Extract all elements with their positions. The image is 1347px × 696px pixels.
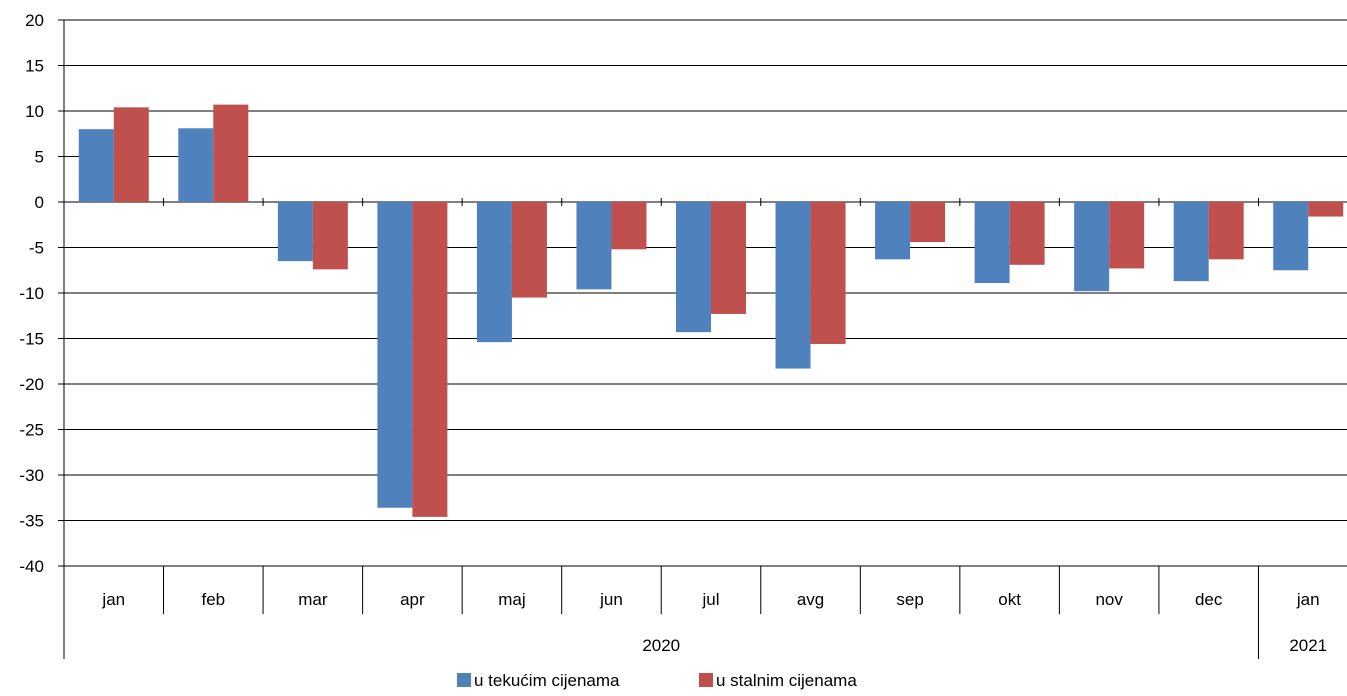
bar-current <box>178 128 214 202</box>
x-tick-label: jan <box>1296 590 1320 609</box>
legend-swatch-constant <box>699 673 713 687</box>
y-tick-label: -30 <box>19 466 44 485</box>
x-tick-label: apr <box>400 590 425 609</box>
x-tick-label: okt <box>998 590 1021 609</box>
bar-constant <box>213 104 249 202</box>
bar-current <box>974 202 1010 283</box>
x-tick-label: jun <box>599 590 623 609</box>
bar-constant <box>113 107 149 202</box>
bar-constant <box>810 202 846 344</box>
axes <box>63 20 1259 659</box>
bars <box>78 104 1344 517</box>
x-tick-label: mar <box>298 590 328 609</box>
labels: 20 15 10 5 0 -5 -10 -15 -20 -25 -30 -35 -40 jan feb mar… <box>19 11 1327 655</box>
y-tick-label: 5 <box>35 148 44 167</box>
y-tick-label: -35 <box>19 512 44 531</box>
y-tick-label: -20 <box>19 375 44 394</box>
x-tick-label: sep <box>896 590 923 609</box>
bar-current <box>476 202 512 343</box>
y-tick-label: 15 <box>25 57 44 76</box>
bar-current <box>78 129 114 202</box>
bar-current <box>377 202 413 508</box>
bar-constant <box>1208 202 1244 260</box>
bar-current <box>1173 202 1209 282</box>
y-tick-label: -10 <box>19 284 44 303</box>
x-tick-label: dec <box>1195 590 1223 609</box>
x-tick-label: jul <box>701 590 719 609</box>
y-tick-label: 10 <box>25 102 44 121</box>
bar-constant <box>1009 202 1045 265</box>
y-tick-label: -5 <box>29 239 44 258</box>
x-tick-label: feb <box>201 590 225 609</box>
x-tick-label: maj <box>498 590 525 609</box>
bar-current <box>1273 202 1309 271</box>
bar-constant <box>711 202 746 314</box>
y-tick-label: -40 <box>19 557 44 576</box>
x-group-label: 2021 <box>1289 636 1327 655</box>
legend: u tekućim cijenama u stalnim cijenama <box>457 671 857 690</box>
y-tick-label: 20 <box>25 11 44 30</box>
bar-constant <box>312 202 348 270</box>
bar-constant <box>1308 202 1344 217</box>
bar-constant <box>910 202 946 243</box>
x-tick-label: avg <box>797 590 824 609</box>
x-group-label: 2020 <box>642 636 680 655</box>
bar-constant <box>1109 202 1145 269</box>
y-tick-label: -15 <box>19 330 44 349</box>
bar-constant <box>611 202 647 250</box>
y-tick-label: -25 <box>19 421 44 440</box>
bar-current <box>576 202 612 290</box>
legend-swatch-current <box>457 673 471 687</box>
bar-current <box>676 202 711 333</box>
y-tick-label: 0 <box>35 193 44 212</box>
x-tick-label: nov <box>1095 590 1123 609</box>
bar-current <box>775 202 811 369</box>
legend-label: u stalnim cijenama <box>716 671 857 690</box>
x-tick-label: jan <box>101 590 125 609</box>
bar-current <box>875 202 911 260</box>
bar-current <box>1074 202 1110 292</box>
bar-constant <box>511 202 547 298</box>
legend-label: u tekućim cijenama <box>474 671 620 690</box>
bar-constant <box>412 202 448 517</box>
bar-current <box>277 202 313 262</box>
